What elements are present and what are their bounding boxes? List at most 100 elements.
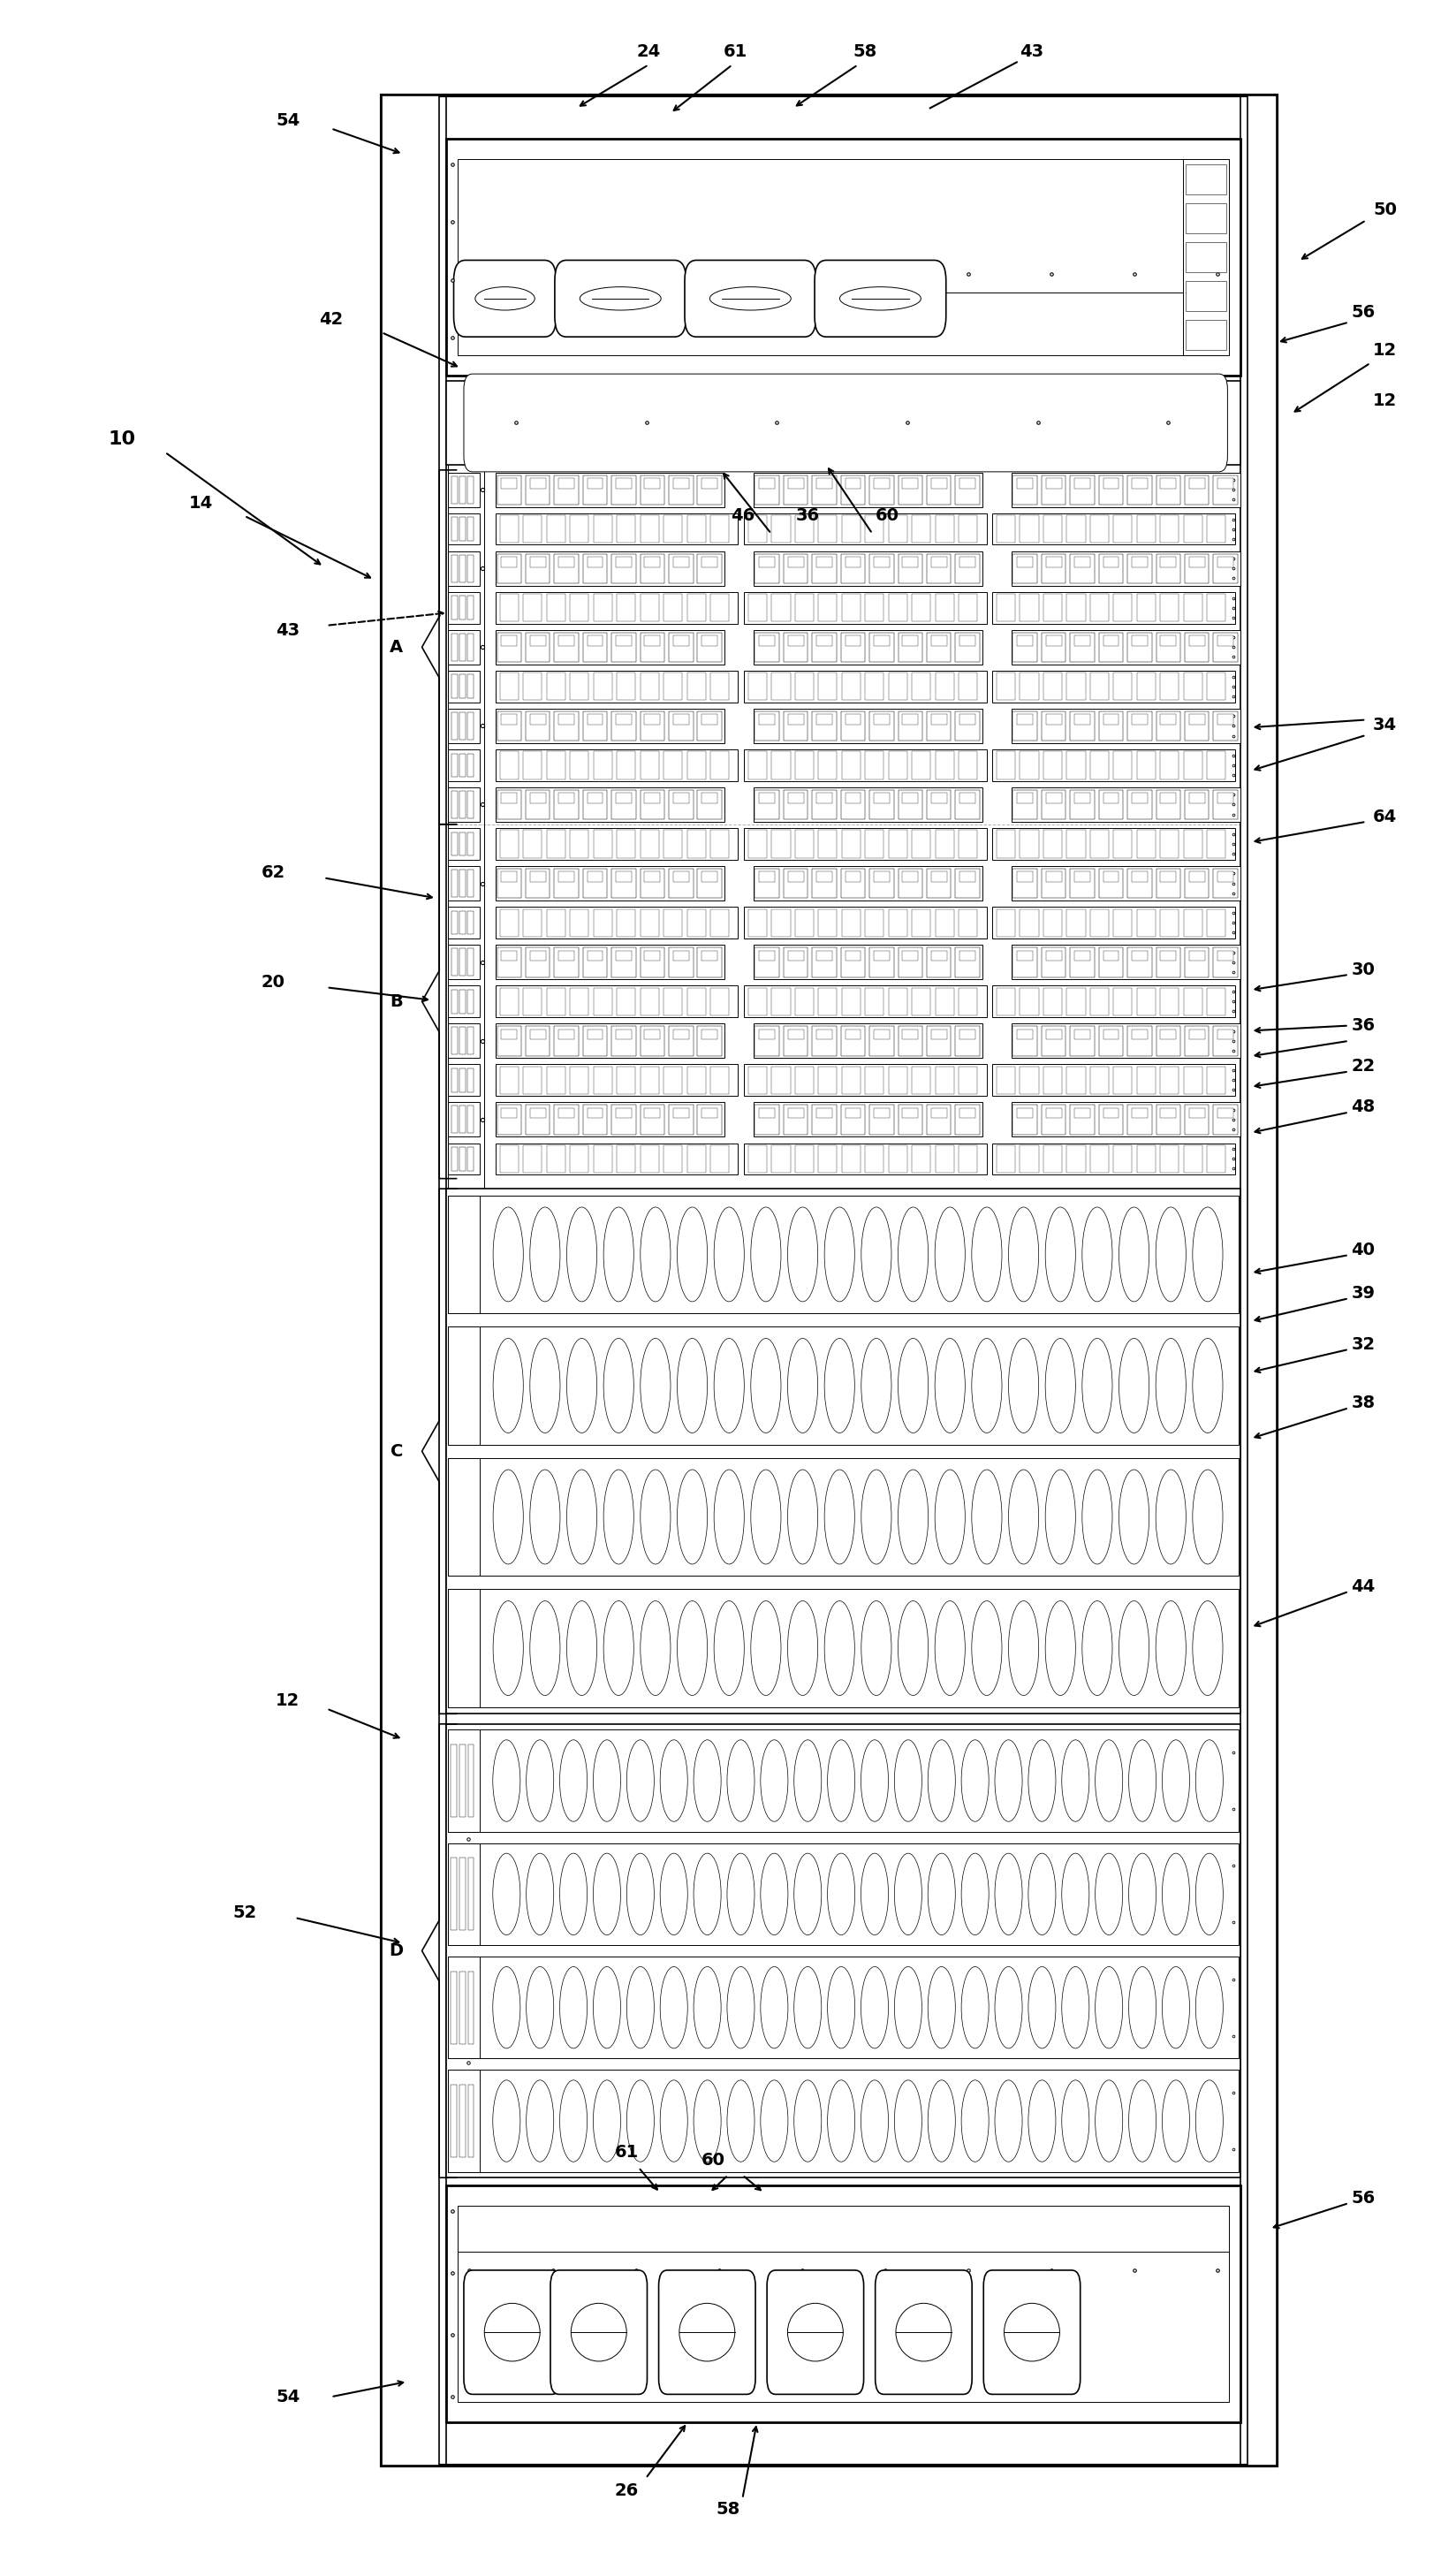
Bar [496, 712, 521, 740]
Ellipse shape [494, 1206, 523, 1301]
Bar [1067, 515, 1085, 543]
Bar [911, 594, 930, 622]
Bar [756, 1027, 779, 1055]
Bar [711, 594, 729, 622]
Bar [1067, 594, 1085, 622]
Bar [448, 1588, 1239, 1708]
Ellipse shape [1128, 1739, 1156, 1821]
Bar [992, 671, 1235, 702]
Bar [523, 830, 542, 858]
Bar [874, 635, 890, 645]
Bar [460, 476, 466, 505]
Ellipse shape [559, 2080, 587, 2161]
Ellipse shape [1156, 1470, 1187, 1565]
Bar [1099, 948, 1123, 976]
Bar [812, 1104, 837, 1135]
Bar [459, 2205, 1229, 2402]
Bar [641, 553, 664, 584]
Bar [612, 789, 636, 820]
Bar [687, 830, 706, 858]
Ellipse shape [1045, 1601, 1076, 1695]
Bar [641, 1027, 664, 1055]
Ellipse shape [713, 1470, 744, 1565]
Bar [840, 476, 865, 505]
Bar [447, 382, 1241, 466]
Bar [495, 709, 725, 743]
Bar [1114, 989, 1133, 1014]
Bar [641, 594, 660, 622]
Bar [1070, 868, 1095, 899]
Bar [448, 1729, 1239, 1831]
Bar [960, 871, 976, 881]
Ellipse shape [971, 1601, 1002, 1695]
Bar [469, 1972, 473, 2044]
Bar [744, 907, 986, 937]
Bar [1207, 989, 1226, 1014]
Bar [616, 1109, 632, 1119]
Bar [1160, 1030, 1176, 1040]
Bar [448, 750, 479, 781]
Bar [546, 989, 565, 1014]
Bar [898, 633, 923, 663]
Bar [1075, 556, 1091, 566]
Bar [818, 989, 837, 1014]
Bar [818, 594, 837, 622]
Bar [702, 1109, 718, 1119]
Bar [992, 986, 1235, 1017]
Bar [888, 594, 907, 622]
Bar [571, 989, 588, 1014]
Ellipse shape [971, 1470, 1002, 1565]
Bar [818, 750, 837, 779]
Bar [448, 1065, 479, 1096]
Bar [996, 674, 1015, 699]
Bar [1091, 674, 1109, 699]
Bar [1184, 515, 1203, 543]
Bar [842, 674, 860, 699]
Bar [772, 515, 791, 543]
Bar [594, 674, 612, 699]
Bar [783, 476, 808, 505]
Bar [869, 789, 894, 820]
Bar [1104, 871, 1118, 881]
Bar [788, 794, 804, 804]
Bar [1099, 553, 1123, 584]
Ellipse shape [559, 1739, 587, 1821]
FancyBboxPatch shape [984, 2269, 1080, 2395]
Bar [772, 674, 791, 699]
Bar [788, 1030, 804, 1040]
Bar [788, 1109, 804, 1119]
Bar [467, 912, 473, 935]
Ellipse shape [840, 287, 920, 310]
Bar [587, 794, 603, 804]
Bar [926, 633, 951, 663]
Bar [1131, 556, 1147, 566]
Bar [447, 1724, 1241, 2177]
Ellipse shape [709, 287, 791, 310]
Bar [960, 794, 976, 804]
Bar [687, 594, 706, 622]
Bar [1067, 1065, 1085, 1094]
Bar [1185, 1104, 1208, 1135]
Bar [817, 1030, 833, 1040]
Bar [992, 592, 1235, 622]
Ellipse shape [530, 1339, 561, 1434]
Ellipse shape [492, 1854, 520, 1936]
Bar [1013, 868, 1037, 899]
Bar [960, 479, 976, 489]
Bar [1217, 479, 1233, 489]
Ellipse shape [1028, 1739, 1056, 1821]
Bar [571, 515, 588, 543]
Bar [1185, 1027, 1208, 1055]
Ellipse shape [994, 2080, 1022, 2161]
Bar [594, 750, 612, 779]
Bar [1104, 1030, 1118, 1040]
Bar [1213, 476, 1238, 505]
Bar [448, 1729, 479, 1831]
Bar [495, 1101, 725, 1137]
Bar [1127, 948, 1152, 976]
Bar [958, 1065, 977, 1094]
Ellipse shape [494, 1601, 523, 1695]
Bar [641, 1104, 664, 1135]
Bar [612, 1104, 636, 1135]
Bar [1160, 1145, 1179, 1173]
